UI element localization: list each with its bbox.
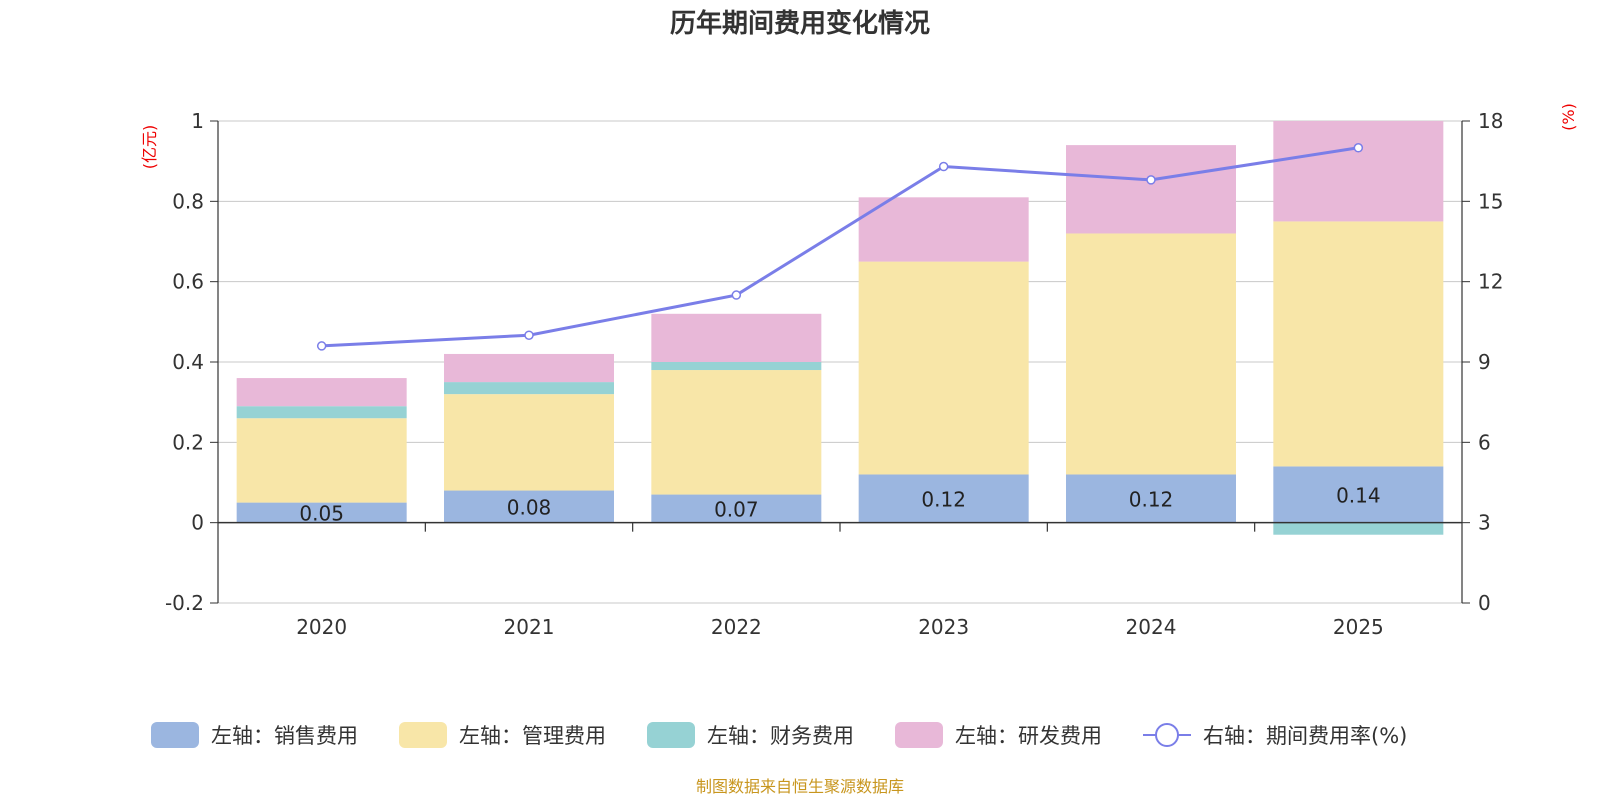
bar-segment[interactable] (858, 197, 1029, 262)
bar-segment[interactable] (651, 494, 822, 523)
legend-marker-icon (1155, 723, 1179, 747)
rate-point[interactable] (316, 341, 327, 351)
bar-segment[interactable] (444, 382, 614, 395)
legend-item[interactable]: 左轴：研发费用 (895, 722, 1102, 748)
bar-segment[interactable] (1066, 145, 1236, 234)
bar-segment[interactable] (858, 474, 1029, 523)
category-label: 2023 (918, 615, 969, 639)
rate-point[interactable] (1146, 175, 1156, 185)
bar-segment[interactable] (651, 313, 822, 362)
legend-label: 左轴：财务费用 (707, 724, 854, 748)
legend-swatch (399, 722, 447, 748)
legend-item[interactable]: 左轴：销售费用 (151, 722, 358, 748)
left-tick-label: 0.2 (172, 430, 204, 454)
sales-value-label: 0.12 (1129, 488, 1174, 512)
bar-segment[interactable] (444, 490, 614, 523)
bar-segment[interactable] (1273, 221, 1444, 467)
sales-value-label: 0.12 (921, 488, 966, 512)
bar-segment[interactable] (236, 502, 407, 523)
right-tick-label: 18 (1478, 109, 1503, 133)
rate-point[interactable] (1353, 143, 1364, 153)
bar-segment[interactable] (444, 353, 614, 383)
left-tick-label: -0.2 (165, 591, 204, 615)
category-label: 2020 (296, 615, 347, 639)
category-label: 2024 (1126, 615, 1177, 639)
legend-item[interactable]: 右轴：期间费用率(%) (1143, 723, 1407, 748)
bar-segment[interactable] (236, 418, 407, 503)
left-tick-label: 0.8 (172, 189, 204, 213)
legend-label: 左轴：销售费用 (211, 724, 358, 748)
right-tick-label: 15 (1478, 189, 1503, 213)
chart-title: 历年期间费用变化情况 (670, 8, 930, 39)
category-label: 2022 (711, 615, 762, 639)
right-tick-label: 12 (1478, 270, 1503, 294)
source-note: 制图数据来自恒生聚源数据库 (696, 777, 904, 796)
legend[interactable]: 左轴：销售费用 左轴：管理费用 左轴：财务费用 左轴：研发费用 右轴：期间费用率(%) (151, 722, 1407, 748)
rate-polyline (321, 146, 1359, 348)
sales-value-label: 0.07 (714, 498, 759, 522)
sales-value-label: 0.05 (299, 502, 344, 526)
left-tick-label: 0 (191, 511, 204, 535)
bar-segment[interactable] (651, 370, 822, 495)
category-label: 2025 (1333, 615, 1384, 639)
axes: -0.2 0 0.2 0.4 0.6 0.8 1 0 3 6 9 12 15 18 2020 2021 2022… (140, 103, 1578, 639)
bar-segment[interactable] (1066, 233, 1236, 475)
legend-swatch (647, 722, 695, 748)
legend-label: 左轴：研发费用 (955, 724, 1102, 748)
left-tick-label: 0.6 (172, 270, 204, 294)
bar-segment[interactable] (236, 378, 407, 407)
data-labels: 0.05 0.08 0.07 0.12 0.12 0.14 (299, 484, 1380, 526)
legend-swatch (151, 722, 199, 748)
legend-label: 左轴：管理费用 (459, 724, 606, 748)
left-axis-unit: (亿元) (140, 125, 159, 170)
right-tick-label: 0 (1478, 591, 1491, 615)
right-tick-label: 6 (1478, 430, 1491, 454)
legend-item[interactable]: 左轴：管理费用 (399, 722, 606, 748)
right-tick-label: 3 (1478, 511, 1491, 535)
bar-segment[interactable] (858, 261, 1029, 475)
bar-segment[interactable] (444, 394, 614, 491)
bar-segment[interactable] (1273, 522, 1444, 535)
sales-value-label: 0.08 (507, 496, 552, 520)
legend-item[interactable]: 左轴：财务费用 (647, 722, 854, 748)
category-label: 2021 (504, 615, 555, 639)
rate-point[interactable] (938, 161, 949, 172)
legend-label: 右轴：期间费用率(%) (1203, 724, 1407, 748)
bar-segment[interactable] (1273, 121, 1444, 222)
bars (236, 121, 1444, 535)
rate-point[interactable] (731, 290, 742, 300)
bar-segment[interactable] (651, 362, 822, 371)
right-tick-label: 9 (1478, 350, 1491, 374)
bar-segment[interactable] (1273, 466, 1444, 523)
rate-line (316, 143, 1364, 351)
left-tick-label: 0.4 (172, 350, 204, 374)
bar-segment[interactable] (236, 406, 407, 419)
sales-value-label: 0.14 (1336, 484, 1381, 508)
bar-segment[interactable] (1066, 474, 1236, 523)
legend-swatch (895, 722, 943, 748)
left-tick-label: 1 (191, 109, 204, 133)
right-axis-unit: (%) (1559, 103, 1578, 131)
rate-point[interactable] (524, 330, 534, 340)
